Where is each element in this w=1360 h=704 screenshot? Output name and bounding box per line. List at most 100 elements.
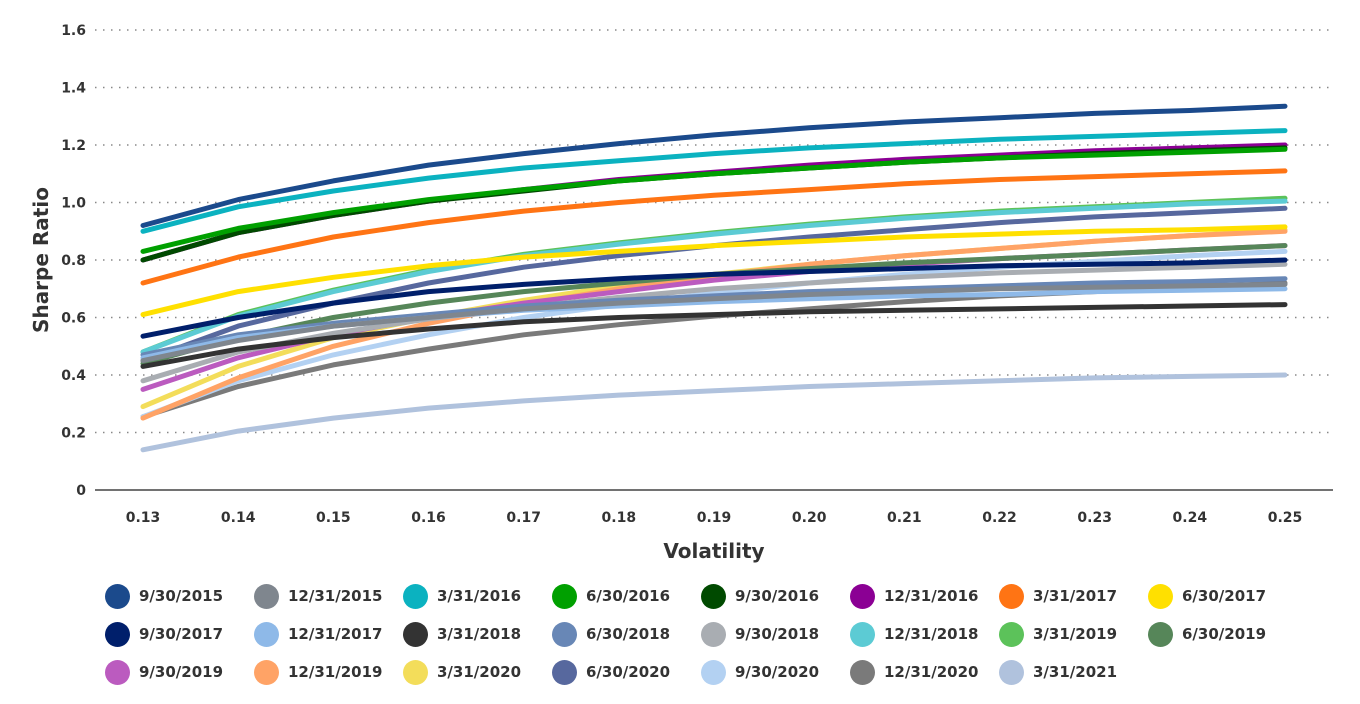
legend-label: 3/31/2019 <box>1033 625 1118 643</box>
legend-label: 9/30/2018 <box>735 625 820 643</box>
y-tick-label: 1.2 <box>61 138 86 154</box>
legend-swatch-icon <box>403 583 428 609</box>
y-tick-label: 0.8 <box>61 253 86 269</box>
legend-item[interactable]: 6/30/2016 <box>552 583 701 609</box>
legend-swatch-icon <box>403 621 428 647</box>
x-tick-label: 0.14 <box>221 510 256 526</box>
legend-swatch-icon <box>552 583 577 609</box>
legend-swatch-icon <box>850 583 875 609</box>
y-tick-label: 1.0 <box>61 196 86 212</box>
legend-item[interactable]: 12/31/2020 <box>850 659 999 685</box>
legend-swatch-icon <box>105 621 130 647</box>
legend-label: 12/31/2018 <box>884 625 979 643</box>
legend-label: 6/30/2017 <box>1182 587 1267 605</box>
legend-swatch-icon <box>701 659 726 685</box>
legend-item[interactable]: 6/30/2017 <box>1148 583 1297 609</box>
series-line-6-30-2017 <box>140 224 1288 318</box>
series-line-3-31-2017 <box>140 168 1288 286</box>
x-tick-label: 0.21 <box>887 510 922 526</box>
y-tick-label: 1.4 <box>61 81 86 97</box>
legend-item[interactable]: 3/31/2018 <box>403 621 552 647</box>
series-line-6-30-2016 <box>140 146 1288 254</box>
legend-label: 12/31/2016 <box>884 587 979 605</box>
legend-swatch-icon <box>850 621 875 647</box>
x-tick-label: 0.24 <box>1173 510 1208 526</box>
series-line-9-30-2018 <box>140 261 1288 384</box>
axes: 0 0.2 0.4 0.6 0.8 1.0 1.2 1.4 1.6 0.13 0.14 0.15 0.1… <box>61 23 1333 526</box>
legend-item[interactable]: 6/30/2020 <box>552 659 701 685</box>
x-tick-label: 0.17 <box>506 510 541 526</box>
legend-label: 3/31/2021 <box>1033 663 1118 681</box>
legend-label: 12/31/2020 <box>884 663 979 681</box>
legend-label: 6/30/2016 <box>586 587 671 605</box>
legend-item[interactable]: 3/31/2020 <box>403 659 552 685</box>
legend-item[interactable]: 12/31/2016 <box>850 583 999 609</box>
legend-swatch-icon <box>403 659 428 685</box>
series-line-9-30-2020 <box>140 248 1288 420</box>
legend-item[interactable]: 3/31/2019 <box>999 621 1148 647</box>
legend-label: 9/30/2020 <box>735 663 820 681</box>
legend-swatch-icon <box>254 621 279 647</box>
legend-item[interactable]: 6/30/2018 <box>552 621 701 647</box>
legend-item[interactable]: 9/30/2016 <box>701 583 850 609</box>
y-tick-label: 1.6 <box>61 23 86 39</box>
series-line-3-31-2021 <box>140 372 1288 453</box>
legend-item[interactable]: 6/30/2019 <box>1148 621 1297 647</box>
legend-label: 12/31/2015 <box>288 587 383 605</box>
legend-label: 12/31/2019 <box>288 663 383 681</box>
legend-swatch-icon <box>850 659 875 685</box>
legend-label: 6/30/2020 <box>586 663 671 681</box>
legend-label: 9/30/2017 <box>139 625 224 643</box>
x-tick-label: 0.23 <box>1077 510 1112 526</box>
x-tick-label: 0.16 <box>411 510 446 526</box>
y-tick-label: 0.4 <box>61 368 86 384</box>
legend-label: 9/30/2016 <box>735 587 820 605</box>
series-lines <box>140 103 1288 453</box>
legend-swatch-icon <box>1148 583 1173 609</box>
x-tick-label: 0.15 <box>316 510 351 526</box>
legend-item[interactable]: 9/30/2017 <box>105 621 254 647</box>
legend-swatch-icon <box>1148 621 1173 647</box>
x-tick-label: 0.18 <box>602 510 637 526</box>
legend-item[interactable]: 9/30/2015 <box>105 583 254 609</box>
legend-item[interactable]: 12/31/2019 <box>254 659 403 685</box>
series-line-3-31-2018 <box>140 302 1288 369</box>
legend-label: 6/30/2018 <box>586 625 671 643</box>
legend-label: 12/31/2017 <box>288 625 383 643</box>
legend-swatch-icon <box>552 621 577 647</box>
legend-swatch-icon <box>701 621 726 647</box>
legend-swatch-icon <box>999 621 1024 647</box>
legend-label: 6/30/2019 <box>1182 625 1267 643</box>
legend-swatch-icon <box>254 583 279 609</box>
legend-swatch-icon <box>999 583 1024 609</box>
legend-item[interactable]: 12/31/2017 <box>254 621 403 647</box>
x-tick-label: 0.19 <box>697 510 732 526</box>
legend-item[interactable]: 9/30/2020 <box>701 659 850 685</box>
legend-item[interactable]: 3/31/2017 <box>999 583 1148 609</box>
series-line-12-31-2018 <box>140 198 1288 355</box>
y-tick-label: 0.6 <box>61 311 86 327</box>
legend-label: 3/31/2020 <box>437 663 522 681</box>
legend-item[interactable]: 3/31/2021 <box>999 659 1148 685</box>
legend-label: 9/30/2015 <box>139 587 224 605</box>
legend-swatch-icon <box>701 583 726 609</box>
legend-item[interactable]: 12/31/2015 <box>254 583 403 609</box>
legend-swatch-icon <box>105 583 130 609</box>
legend-item[interactable]: 9/30/2018 <box>701 621 850 647</box>
x-tick-label: 0.20 <box>792 510 827 526</box>
legend-label: 3/31/2018 <box>437 625 522 643</box>
legend: 9/30/2015 12/31/2015 3/31/2016 6/30/2016 9/3… <box>105 583 1305 685</box>
legend-item[interactable]: 3/31/2016 <box>403 583 552 609</box>
x-tick-label: 0.25 <box>1268 510 1303 526</box>
series-line-3-31-2016 <box>140 128 1288 234</box>
series-line-6-30-2018 <box>140 276 1288 358</box>
legend-item[interactable]: 9/30/2019 <box>105 659 254 685</box>
x-axis-title: Volatility <box>663 539 764 563</box>
series-line-9-30-2015 <box>140 103 1288 228</box>
legend-swatch-icon <box>999 659 1024 685</box>
legend-item[interactable]: 12/31/2018 <box>850 621 999 647</box>
x-tick-label: 0.22 <box>982 510 1017 526</box>
legend-swatch-icon <box>254 659 279 685</box>
